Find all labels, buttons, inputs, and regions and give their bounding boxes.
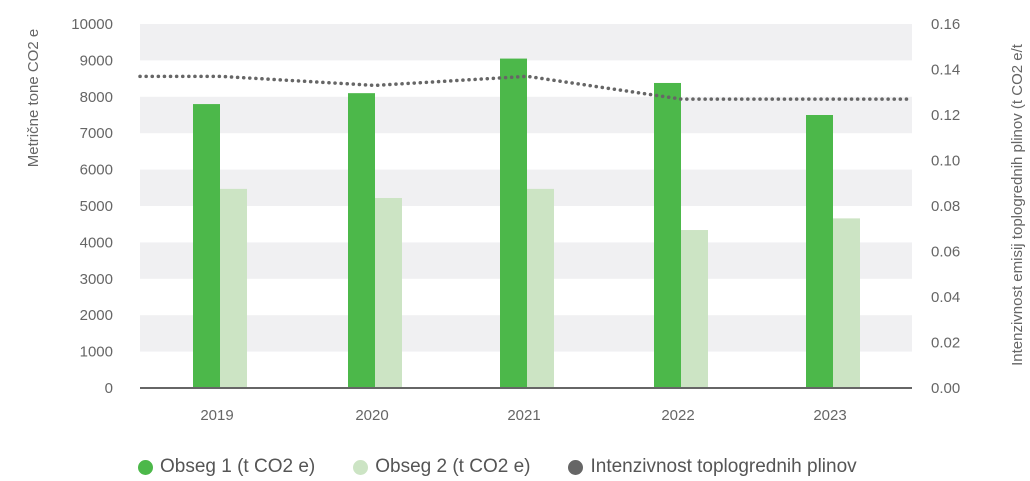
legend-item: Intenzivnost toplogrednih plinov	[568, 456, 857, 478]
bars	[193, 58, 860, 389]
x-tick-label: 2022	[661, 407, 694, 424]
legend-label: Obseg 2 (t CO2 e)	[375, 456, 531, 477]
x-tick-labels: 2019 2020 2021 2022 2023	[200, 407, 846, 424]
y-tick-label: 8000	[80, 89, 113, 106]
y-tick-label: 1000	[80, 344, 113, 361]
x-tick-label: 2023	[813, 407, 846, 424]
bar-obseg-2	[375, 197, 402, 388]
y2-tick-label: 0.08	[931, 198, 960, 215]
y2-tick-label: 0.16	[931, 16, 960, 33]
y-tick-label: 9000	[80, 52, 113, 69]
y2-tick-label: 0.02	[931, 335, 960, 352]
y-tick-label: 5000	[80, 198, 113, 215]
bar-obseg-1	[193, 104, 220, 388]
x-tick-label: 2021	[507, 407, 540, 424]
grid-band	[140, 24, 912, 61]
y2-tick-labels: 0.00 0.02 0.04 0.06 0.08 0.10 0.12 0.14 0.16	[931, 16, 960, 397]
bar-obseg-2	[527, 188, 554, 388]
bar-obseg-1	[500, 58, 527, 389]
legend-item: Obseg 1 (t CO2 e)	[138, 456, 315, 478]
y-tick-labels: 0 1000 2000 3000 4000 5000 6000 7000 8000 9000 100…	[71, 16, 113, 397]
x-tick-label: 2020	[355, 407, 388, 424]
legend: Obseg 1 (t CO2 e) Obseg 2 (t CO2 e) Intenz…	[138, 456, 857, 478]
y2-tick-label: 0.00	[931, 380, 960, 397]
intensity-line	[138, 74, 914, 101]
bar-obseg-2	[681, 230, 708, 388]
y2-axis-title: Intenzivnost emisij toplogrednih plinov …	[1009, 43, 1026, 366]
y-tick-label: 10000	[71, 16, 113, 33]
bar-obseg-1	[654, 82, 681, 388]
y2-tick-label: 0.04	[931, 289, 960, 306]
y2-tick-label: 0.06	[931, 244, 960, 261]
bar-obseg-2	[220, 188, 247, 388]
bar-obseg-1	[806, 115, 833, 388]
legend-label: Intenzivnost toplogrednih plinov	[590, 456, 857, 477]
legend-label: Obseg 1 (t CO2 e)	[160, 456, 316, 477]
y-tick-label: 3000	[80, 271, 113, 288]
y-tick-label: 4000	[80, 234, 113, 251]
y-tick-label: 2000	[80, 307, 113, 324]
bar-obseg-2	[833, 218, 860, 388]
legend-swatch	[353, 459, 369, 475]
legend-swatch	[138, 459, 153, 475]
x-tick-label: 2019	[200, 407, 233, 424]
y2-tick-label: 0.10	[931, 153, 960, 170]
bar-obseg-1	[348, 93, 375, 388]
y-tick-label: 7000	[80, 125, 113, 142]
y-axis-title: Metrične tone CO2 e	[25, 29, 42, 167]
y2-tick-label: 0.14	[931, 62, 960, 79]
y2-tick-label: 0.12	[931, 107, 960, 124]
y-tick-label: 0	[105, 380, 113, 397]
y-tick-label: 6000	[80, 162, 113, 179]
legend-swatch	[568, 459, 584, 475]
legend-item: Obseg 2 (t CO2 e)	[353, 456, 530, 478]
